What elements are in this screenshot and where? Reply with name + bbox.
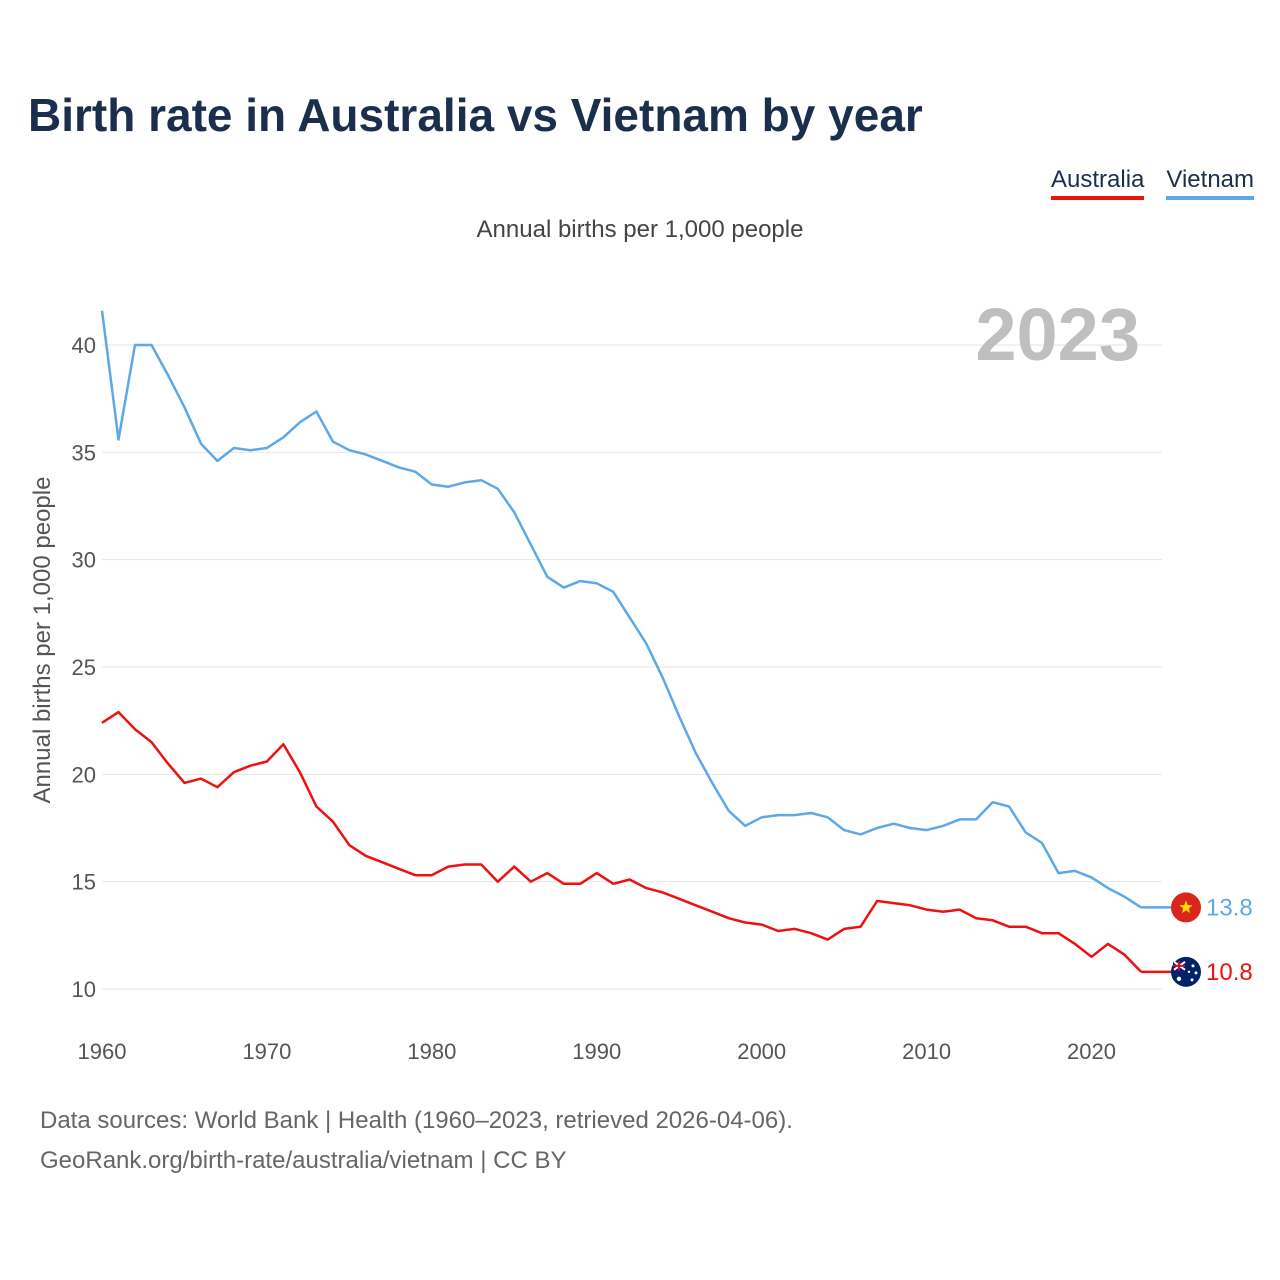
y-tick-label: 35 xyxy=(72,440,96,465)
y-tick-label: 10 xyxy=(72,977,96,1002)
x-tick-label: 1970 xyxy=(242,1039,291,1064)
end-value-label-australia: 10.8 xyxy=(1206,959,1253,986)
vietnam-flag-icon xyxy=(1171,892,1201,923)
flag-star xyxy=(1191,964,1195,968)
y-tick-label: 20 xyxy=(72,762,96,787)
y-tick-label: 40 xyxy=(72,333,96,358)
flag-star xyxy=(1190,978,1194,982)
vietnam-flag-star xyxy=(1179,900,1193,914)
x-tick-label: 1990 xyxy=(572,1039,621,1064)
flag-star xyxy=(1176,976,1182,982)
y-tick-labels: 10 15 20 25 30 35 40 xyxy=(72,333,96,1002)
footer-sources: Data sources: World Bank | Health (1960–… xyxy=(40,1107,793,1134)
series-line-vietnam[interactable] xyxy=(100,310,1142,909)
y-tick-label: 25 xyxy=(72,655,96,680)
legend: Australia Vietnam xyxy=(1051,166,1254,200)
x-tick-label: 2010 xyxy=(902,1039,951,1064)
x-tick-label: 2020 xyxy=(1067,1039,1116,1064)
x-tick-label: 1960 xyxy=(78,1039,127,1064)
footer-url[interactable]: GeoRank.org/birth-rate/australia/vietnam… xyxy=(40,1147,567,1174)
flag-star xyxy=(1187,970,1191,974)
gridlines xyxy=(102,344,1162,990)
x-tick-label: 2000 xyxy=(737,1039,786,1064)
end-value-label-vietnam: 13.8 xyxy=(1206,894,1253,921)
year-watermark: 2023 xyxy=(975,293,1140,376)
series-line-australia[interactable] xyxy=(101,710,1142,973)
x-tick-label: 1980 xyxy=(407,1039,456,1064)
x-tick-labels: 1960 1970 1980 1990 2000 2010 2020 xyxy=(78,1039,1116,1064)
y-tick-label: 15 xyxy=(72,870,96,895)
flag-star xyxy=(1194,971,1198,975)
chart-title: Birth rate in Australia vs Vietnam by ye… xyxy=(28,89,923,141)
y-tick-label: 30 xyxy=(72,548,96,573)
chart-subtitle: Annual births per 1,000 people xyxy=(476,216,804,243)
australia-flag-icon xyxy=(1171,956,1201,987)
y-axis-label: Annual births per 1,000 people xyxy=(29,477,56,804)
series-end-markers: 10.8 13.8 xyxy=(1141,892,1253,987)
series-lines xyxy=(100,310,1142,973)
legend-item-vietnam[interactable]: Vietnam xyxy=(1166,166,1254,200)
legend-item-australia[interactable]: Australia xyxy=(1051,166,1145,200)
